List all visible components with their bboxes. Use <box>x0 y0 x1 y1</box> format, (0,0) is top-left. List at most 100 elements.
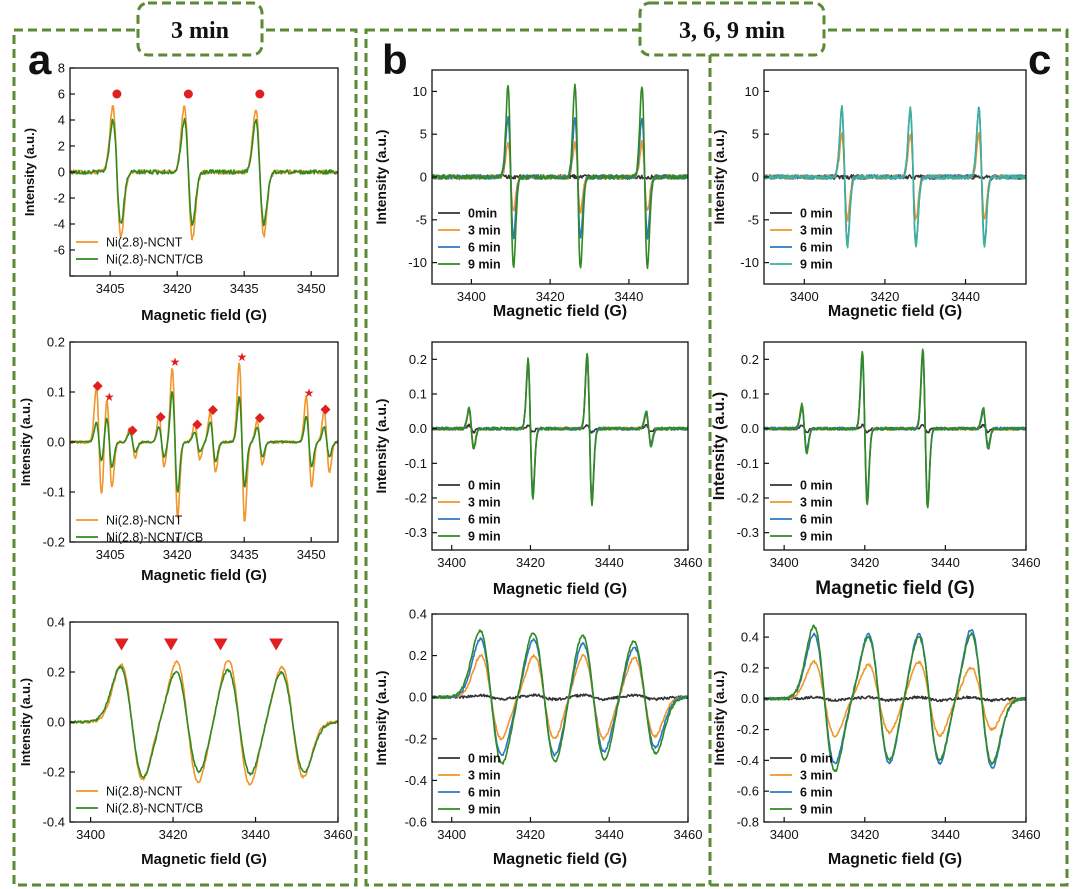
legend-label: 6 min <box>800 241 833 255</box>
y-tick-label: -0.4 <box>43 815 65 830</box>
legend-b3: 0 min 3 min 6 min 9 min <box>438 752 501 817</box>
y-tick-label: 0.2 <box>47 665 65 680</box>
y-tick-label: 6 <box>58 87 65 102</box>
x-tick-label: 3450 <box>297 547 326 562</box>
y-axis-label: Intensity (a.u.) <box>373 671 389 766</box>
x-tick-label: 3460 <box>324 827 353 842</box>
chart-b3: -0.6 -0.4 -0.2 0.0 0.2 0.4 3400 3420 3440 3460 Mag… <box>373 607 702 869</box>
plot-area <box>70 105 338 241</box>
legend-label: 0 min <box>468 752 501 766</box>
legend-label: 3 min <box>800 769 833 783</box>
peak-marker-diamond <box>254 413 265 423</box>
y-tick-label: -0.1 <box>43 485 65 500</box>
legend-c3: 0 min 3 min 6 min 9 min <box>770 752 833 817</box>
legend-label: Ni(2.8)-NCNT/CB <box>106 802 203 816</box>
legend-c2: 0 min 3 min 6 min 9 min <box>770 479 833 544</box>
y-tick-label: -10 <box>740 255 759 270</box>
peak-marker-triangle <box>269 638 284 651</box>
y-tick-label: 0.2 <box>47 335 65 350</box>
y-tick-label: 5 <box>752 127 759 142</box>
x-tick-label: 3420 <box>516 827 545 842</box>
series-line-b1-3 <box>432 83 688 270</box>
peak-marker-diamond <box>192 419 203 430</box>
y-tick-label: 0 <box>420 170 427 185</box>
x-tick-label: 3400 <box>437 555 466 570</box>
legend-label: Ni(2.8)-NCNT/CB <box>106 531 203 545</box>
axes-frame <box>763 613 1027 823</box>
y-tick-label: -0.1 <box>737 456 759 471</box>
y-tick-label: 0 <box>58 165 65 180</box>
legend-label: 9 min <box>800 803 833 817</box>
x-axis-label: Magnetic field (G) <box>828 303 962 320</box>
series-line-c2-3 <box>764 348 1026 509</box>
legend-label: 0 min <box>800 479 833 493</box>
y-tick-label: 0.1 <box>47 385 65 400</box>
x-tick-label: 3440 <box>614 289 643 304</box>
plot-area <box>432 83 688 270</box>
x-tick-label: 3440 <box>931 827 960 842</box>
x-tick-label: 3420 <box>870 289 899 304</box>
peak-marker-triangle <box>213 638 228 651</box>
legend-label: 9 min <box>468 803 501 817</box>
y-tick-label: 4 <box>58 113 65 128</box>
x-tick-label: 3420 <box>536 289 565 304</box>
panel-letter-c: c <box>1028 36 1051 83</box>
peak-marker-star: ★ <box>237 350 248 364</box>
y-tick-label: 0.2 <box>409 648 427 663</box>
panel-letter-b: b <box>382 36 408 83</box>
x-axis-label: Magnetic field (G) <box>815 578 974 599</box>
y-axis-label: Intensity (a.u.) <box>711 130 727 225</box>
panel-a-frame <box>12 28 358 887</box>
peak-marker-diamond <box>92 381 103 391</box>
series-line-b2-3 <box>432 352 688 507</box>
panel-letter-a: a <box>28 36 52 83</box>
legend-label: 0 min <box>468 479 501 493</box>
legend-label: Ni(2.8)-NCNT <box>106 514 183 528</box>
y-tick-label: -0.2 <box>405 491 427 506</box>
x-axis-label: Magnetic field (G) <box>141 567 267 584</box>
series-line-c1-3 <box>764 104 1026 249</box>
x-tick-label: 3440 <box>595 827 624 842</box>
y-tick-label: -0.4 <box>405 773 427 788</box>
y-tick-label: 0.0 <box>47 435 65 450</box>
plot-area <box>432 629 688 765</box>
peak-marker-star: ★ <box>170 355 181 369</box>
y-tick-label: 5 <box>420 127 427 142</box>
x-axis-label: Magnetic field (G) <box>493 851 627 868</box>
chart-a2: ★ ★ ★ ★ -0.2 -0.1 0.0 0.1 0.2 3405 3420 3435 3450 Mag… <box>18 335 339 584</box>
legend-b2: 0 min 3 min 6 min 9 min <box>438 479 501 544</box>
series-line-b3-3 <box>432 629 688 765</box>
y-tick-label: 0.1 <box>741 387 759 402</box>
chart-a3: -0.4 -0.2 0.0 0.2 0.4 3400 3420 3440 3460 Magneti… <box>18 615 352 869</box>
y-axis-label: Intensity (a.u.) <box>18 398 33 486</box>
x-tick-label: 3400 <box>437 827 466 842</box>
legend-label: 3 min <box>468 224 501 238</box>
legend-label: 9 min <box>800 530 833 544</box>
plot-area <box>764 104 1026 249</box>
legend-label: 6 min <box>468 241 501 255</box>
x-tick-label: 3460 <box>674 555 703 570</box>
x-tick-label: 3435 <box>230 281 259 296</box>
series-line-a3-1 <box>70 665 338 779</box>
y-tick-label: -0.3 <box>737 525 759 540</box>
y-axis-label: Intensity (a.u.) <box>373 399 389 494</box>
y-tick-label: -0.6 <box>405 815 427 830</box>
y-tick-label: -0.2 <box>737 722 759 737</box>
y-tick-label: 0.0 <box>47 715 65 730</box>
x-tick-label: 3440 <box>595 555 624 570</box>
legend-label: 6 min <box>468 786 501 800</box>
y-tick-label: 0.2 <box>741 660 759 675</box>
plot-area <box>70 362 338 522</box>
y-tick-label: 10 <box>413 84 427 99</box>
x-tick-label: 3460 <box>1012 555 1041 570</box>
legend-label: 6 min <box>468 513 501 527</box>
x-tick-label: 3420 <box>850 555 879 570</box>
y-tick-label: -5 <box>747 212 759 227</box>
chart-c3: -0.8 -0.6 -0.4 -0.2 0.0 0.2 0.4 3400 3420 3440 346… <box>711 613 1040 868</box>
y-tick-label: -6 <box>53 243 65 258</box>
x-tick-label: 3420 <box>163 281 192 296</box>
series-line-a3-0 <box>70 660 338 786</box>
peak-marker-star: ★ <box>304 386 315 400</box>
legend-label: 0min <box>468 207 497 221</box>
y-tick-label: 0.1 <box>409 387 427 402</box>
